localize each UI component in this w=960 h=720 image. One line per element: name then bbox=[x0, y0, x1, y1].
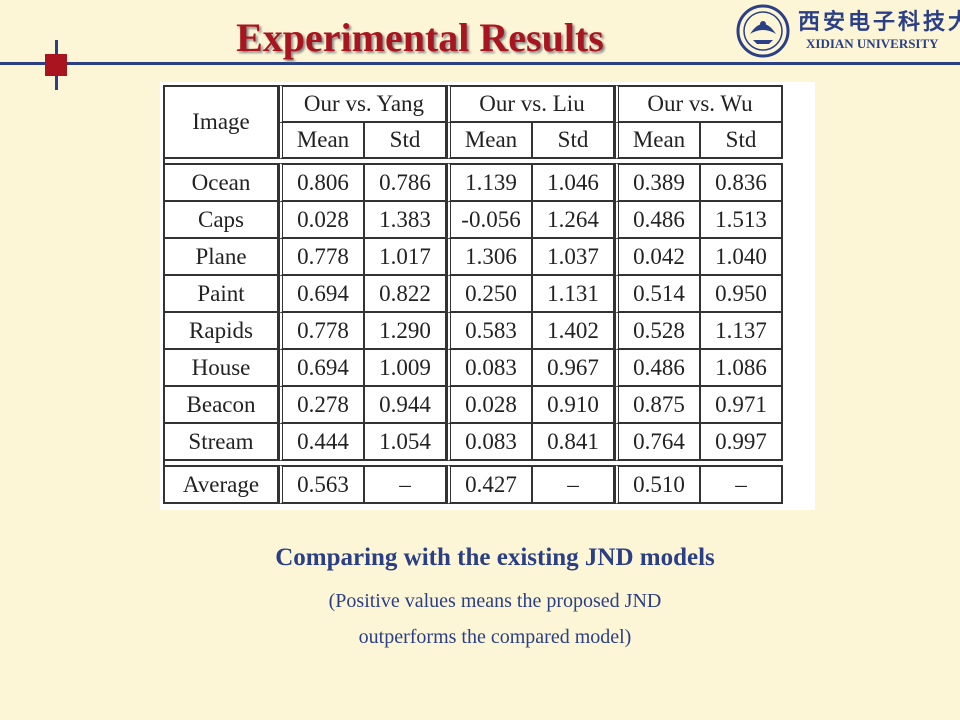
caption-note-line1: (Positive values means the proposed JND bbox=[328, 590, 662, 612]
table-average-row: Average 0.563–0.427–0.510– bbox=[163, 465, 783, 504]
table-body: Ocean 0.806 0.786 1.139 1.046 0.389 0.836 Caps 0… bbox=[163, 163, 783, 461]
mean-cell: 0.528 bbox=[615, 313, 701, 350]
header-red-square bbox=[45, 54, 67, 76]
table-row: Paint 0.694 0.822 0.250 1.131 0.514 0.950 bbox=[163, 276, 783, 313]
std-cell: 0.944 bbox=[365, 387, 447, 424]
header-group-liu: Our vs. Liu bbox=[447, 85, 615, 123]
mean-cell: 0.444 bbox=[279, 424, 365, 461]
row-image-name: Beacon bbox=[163, 387, 279, 424]
row-image-name: Caps bbox=[163, 202, 279, 239]
header-group-wu: Our vs. Wu bbox=[615, 85, 783, 123]
mean-cell: 0.778 bbox=[279, 313, 365, 350]
std-cell: 1.054 bbox=[365, 424, 447, 461]
table-row: Plane 0.778 1.017 1.306 1.037 0.042 1.040 bbox=[163, 239, 783, 276]
std-cell: 1.040 bbox=[701, 239, 783, 276]
std-cell: 0.997 bbox=[701, 424, 783, 461]
std-cell: 0.950 bbox=[701, 276, 783, 313]
mean-cell: 0.875 bbox=[615, 387, 701, 424]
header-image: Image bbox=[163, 85, 279, 159]
subheader-mean: Mean bbox=[447, 123, 533, 159]
mean-cell: -0.056 bbox=[447, 202, 533, 239]
subheader-std: Std bbox=[365, 123, 447, 159]
mean-cell: 1.139 bbox=[447, 163, 533, 202]
mean-cell: 0.514 bbox=[615, 276, 701, 313]
header-rule bbox=[0, 62, 960, 65]
table-subheader-row: Mean Std Mean Std Mean Std bbox=[163, 123, 783, 159]
mean-cell: 0.028 bbox=[279, 202, 365, 239]
mean-cell: 0.042 bbox=[615, 239, 701, 276]
mean-cell: 0.694 bbox=[279, 276, 365, 313]
average-mean-cell: 0.510 bbox=[615, 465, 701, 504]
std-cell: 1.402 bbox=[533, 313, 615, 350]
logo-chinese-name: 西安电子科技大学 bbox=[798, 9, 960, 35]
std-cell: 1.009 bbox=[365, 350, 447, 387]
std-cell: 0.822 bbox=[365, 276, 447, 313]
row-image-name: Rapids bbox=[163, 313, 279, 350]
subheader-mean: Mean bbox=[279, 123, 365, 159]
row-image-name: Paint bbox=[163, 276, 279, 313]
std-cell: 1.037 bbox=[533, 239, 615, 276]
subheader-std: Std bbox=[533, 123, 615, 159]
table-row: Stream 0.444 1.054 0.083 0.841 0.764 0.997 bbox=[163, 424, 783, 461]
subheader-mean: Mean bbox=[615, 123, 701, 159]
results-table-panel: Image Our vs. Yang Our vs. Liu Our vs. W… bbox=[160, 82, 815, 510]
caption-heading: Comparing with the existing JND models bbox=[275, 544, 715, 571]
table-row: House 0.694 1.009 0.083 0.967 0.486 1.086 bbox=[163, 350, 783, 387]
table-row: Ocean 0.806 0.786 1.139 1.046 0.389 0.836 bbox=[163, 163, 783, 202]
std-cell: 0.971 bbox=[701, 387, 783, 424]
std-cell: 1.131 bbox=[533, 276, 615, 313]
mean-cell: 0.083 bbox=[447, 424, 533, 461]
std-cell: 0.841 bbox=[533, 424, 615, 461]
std-cell: 0.967 bbox=[533, 350, 615, 387]
caption-note-line2: outperforms the compared model) bbox=[358, 626, 632, 648]
mean-cell: 0.389 bbox=[615, 163, 701, 202]
header-group-yang: Our vs. Yang bbox=[279, 85, 447, 123]
row-image-name: Ocean bbox=[163, 163, 279, 202]
slide-title: Experimental Results bbox=[236, 15, 604, 60]
mean-cell: 1.306 bbox=[447, 239, 533, 276]
mean-cell: 0.764 bbox=[615, 424, 701, 461]
row-image-name: House bbox=[163, 350, 279, 387]
std-cell: 1.046 bbox=[533, 163, 615, 202]
subheader-std: Std bbox=[701, 123, 783, 159]
average-std-cell: – bbox=[533, 465, 615, 504]
std-cell: 1.017 bbox=[365, 239, 447, 276]
row-image-name: Stream bbox=[163, 424, 279, 461]
average-std-cell: – bbox=[365, 465, 447, 504]
mean-cell: 0.486 bbox=[615, 202, 701, 239]
mean-cell: 0.250 bbox=[447, 276, 533, 313]
logo-english-name: XIDIAN UNIVERSITY bbox=[806, 36, 939, 51]
mean-cell: 0.028 bbox=[447, 387, 533, 424]
table-row: Caps 0.028 1.383 -0.056 1.264 0.486 1.513 bbox=[163, 202, 783, 239]
mean-cell: 0.583 bbox=[447, 313, 533, 350]
std-cell: 1.264 bbox=[533, 202, 615, 239]
results-table: Image Our vs. Yang Our vs. Liu Our vs. W… bbox=[163, 85, 783, 504]
mean-cell: 0.694 bbox=[279, 350, 365, 387]
mean-cell: 0.083 bbox=[447, 350, 533, 387]
mean-cell: 0.806 bbox=[279, 163, 365, 202]
std-cell: 1.513 bbox=[701, 202, 783, 239]
std-cell: 1.383 bbox=[365, 202, 447, 239]
std-cell: 0.910 bbox=[533, 387, 615, 424]
table-row: Rapids 0.778 1.290 0.583 1.402 0.528 1.137 bbox=[163, 313, 783, 350]
std-cell: 1.137 bbox=[701, 313, 783, 350]
average-mean-cell: 0.563 bbox=[279, 465, 365, 504]
table-row: Beacon 0.278 0.944 0.028 0.910 0.875 0.971 bbox=[163, 387, 783, 424]
average-label: Average bbox=[163, 465, 279, 504]
std-cell: 0.786 bbox=[365, 163, 447, 202]
university-emblem-icon bbox=[736, 4, 790, 58]
university-logo: 西安电子科技大学 XIDIAN UNIVERSITY bbox=[736, 2, 960, 60]
mean-cell: 0.486 bbox=[615, 350, 701, 387]
average-std-cell: – bbox=[701, 465, 783, 504]
average-mean-cell: 0.427 bbox=[447, 465, 533, 504]
row-image-name: Plane bbox=[163, 239, 279, 276]
mean-cell: 0.778 bbox=[279, 239, 365, 276]
std-cell: 0.836 bbox=[701, 163, 783, 202]
table-header-row: Image Our vs. Yang Our vs. Liu Our vs. W… bbox=[163, 85, 783, 159]
mean-cell: 0.278 bbox=[279, 387, 365, 424]
std-cell: 1.086 bbox=[701, 350, 783, 387]
std-cell: 1.290 bbox=[365, 313, 447, 350]
